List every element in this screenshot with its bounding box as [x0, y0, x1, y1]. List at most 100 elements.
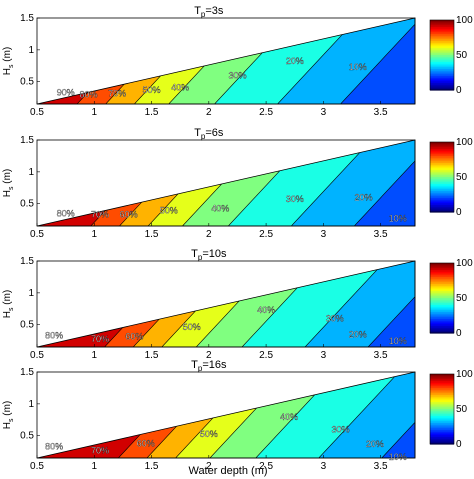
colorbar-tick-label: 50: [456, 50, 468, 61]
colorbar-step: [430, 305, 454, 308]
colorbar-frame: [429, 262, 455, 334]
colorbar-step: [430, 381, 454, 384]
colorbar-step: [430, 184, 454, 187]
colorbar-step: [430, 271, 454, 275]
x-tick-label: 3.5: [374, 107, 388, 118]
contour-band: [340, 18, 415, 104]
colorbar-step: [430, 206, 454, 210]
x-tick-label: 2: [206, 350, 212, 361]
y-tick-label: 1.5: [20, 256, 34, 267]
colorbar-step: [430, 266, 454, 269]
colorbar-step: [430, 403, 454, 407]
colorbar-step: [430, 88, 454, 91]
contour-label: 80%: [57, 208, 75, 218]
x-tick-label: 1.5: [145, 461, 159, 472]
colorbar-step: [430, 86, 454, 89]
colorbar-tick-label: 0: [456, 439, 462, 450]
colorbar: 0 50 100: [429, 137, 473, 218]
colorbar-step: [430, 326, 454, 329]
x-tick-label: 3: [321, 107, 327, 118]
colorbar-step: [430, 280, 454, 283]
colorbar-step: [430, 84, 454, 88]
colorbar-step: [430, 37, 454, 40]
colorbar-step: [430, 77, 454, 81]
x-tick-label: 3: [321, 350, 327, 361]
colorbar-tick-label: 0: [456, 207, 462, 218]
x-tick-label: 3.5: [374, 350, 388, 361]
y-tick-label: 1: [28, 399, 34, 410]
contour-label: 80%: [45, 442, 63, 452]
contour-label: 60%: [120, 210, 138, 220]
colorbar-step: [430, 388, 454, 391]
contour-label: 30%: [326, 314, 344, 324]
colorbar-frame: [429, 141, 455, 213]
colorbar-step: [430, 149, 454, 152]
colorbar-step: [430, 277, 454, 280]
colorbar-step: [430, 416, 454, 419]
colorbar-step: [430, 317, 454, 320]
contour-label: 40%: [280, 412, 298, 422]
colorbar-step: [430, 178, 454, 182]
colorbar-step: [430, 322, 454, 325]
y-tick-label: 1.5: [20, 135, 34, 146]
colorbar-step: [430, 191, 454, 194]
colorbar-step: [430, 34, 454, 37]
colorbar-step: [430, 270, 454, 273]
contour-label: 20%: [354, 193, 372, 203]
colorbar-step: [430, 171, 454, 175]
colorbar-step: [430, 303, 454, 306]
colorbar-step: [430, 143, 454, 147]
colorbar-step: [430, 379, 454, 382]
contour-line: [318, 372, 400, 458]
contour-band: [291, 140, 415, 226]
colorbar-step: [430, 278, 454, 282]
y-tick-label: 0.5: [20, 199, 34, 210]
contour-label: 40%: [257, 305, 275, 315]
colorbar-step: [430, 417, 454, 421]
contour-label: 80%: [45, 331, 63, 341]
colorbar-step: [430, 426, 454, 429]
contour-label: 50%: [200, 429, 218, 439]
colorbar-step: [430, 282, 454, 285]
colorbar-step: [430, 58, 454, 61]
colorbar-step: [430, 32, 454, 35]
x-tick-label: 1: [91, 461, 97, 472]
colorbar-tick-label: 100: [456, 137, 473, 148]
x-tick-label: 2.5: [259, 350, 273, 361]
colorbar-step: [430, 423, 454, 426]
colorbar-step: [430, 382, 454, 386]
x-tick-label: 1.5: [145, 350, 159, 361]
colorbar-step: [430, 21, 454, 25]
colorbar-step: [430, 161, 454, 164]
contour-band: [354, 140, 415, 226]
colorbar-step: [430, 391, 454, 394]
axes-frame: [36, 371, 416, 459]
colorbar-step: [430, 23, 454, 26]
colorbar-step: [430, 168, 454, 171]
x-tick-label: 1.5: [145, 229, 159, 240]
colorbar-step: [430, 55, 454, 58]
colorbar-step: [430, 438, 454, 442]
colorbar-step: [430, 324, 454, 327]
colorbar-step: [430, 319, 454, 322]
colorbar-step: [430, 407, 454, 410]
colorbar-step: [430, 182, 454, 185]
x-tick-label: 2: [206, 229, 212, 240]
y-tick-label: 0.5: [20, 77, 34, 88]
colorbar-step: [430, 44, 454, 47]
colorbar-step: [430, 386, 454, 389]
colorbar-step: [430, 263, 454, 266]
panel-3: Tp=10s 0.5 1 1.5 2 2.5 3 3.5 0.5 1 1.5 Hs (m) 80% 70%…: [2, 248, 473, 361]
panels: Tp=3s 0.5 1 1.5 2 2.5 3 3.5 0.5 1 1.5 Hs (m) 90% 80% 7…: [2, 5, 473, 472]
x-tick-label: 2: [206, 107, 212, 118]
colorbar-tick-label: 100: [456, 369, 473, 380]
colorbar-tick-label: 0: [456, 85, 462, 96]
colorbar-step: [430, 299, 454, 303]
contour-label: 50%: [183, 322, 201, 332]
colorbar-step: [430, 431, 454, 435]
colorbar-tick-label: 100: [456, 15, 473, 26]
y-tick-label: 1: [28, 45, 34, 56]
contour-fill: [37, 18, 415, 104]
colorbar-step: [430, 409, 454, 412]
